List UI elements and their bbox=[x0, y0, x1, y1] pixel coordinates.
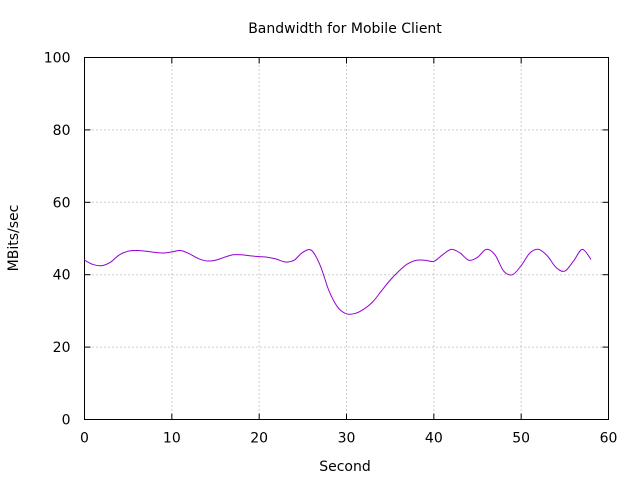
x-tick-label: 60 bbox=[600, 431, 618, 447]
x-tick-label: 20 bbox=[250, 431, 268, 447]
series-layer bbox=[84, 248, 592, 315]
bandwidth-series-line bbox=[84, 248, 592, 315]
x-tick-label: 0 bbox=[80, 431, 89, 447]
y-axis-label: MBits/sec bbox=[6, 205, 22, 272]
x-tick-label: 30 bbox=[338, 431, 356, 447]
grid-lines bbox=[84, 57, 609, 420]
x-tick-label: 10 bbox=[163, 431, 181, 447]
y-tick-label: 20 bbox=[53, 340, 71, 356]
y-axis-tick-labels: 0 20 40 60 80 100 bbox=[44, 51, 71, 429]
axis-ticks bbox=[84, 57, 609, 420]
y-tick-label: 80 bbox=[53, 123, 71, 139]
chart-title: Bandwidth for Mobile Client bbox=[248, 21, 442, 37]
x-tick-label: 50 bbox=[512, 431, 530, 447]
x-axis-label: Second bbox=[319, 459, 371, 475]
y-tick-label: 60 bbox=[53, 195, 71, 211]
y-tick-label: 40 bbox=[53, 268, 71, 284]
x-tick-label: 40 bbox=[425, 431, 443, 447]
y-tick-label: 100 bbox=[44, 51, 71, 67]
x-axis-tick-labels: 0 10 20 30 40 50 60 bbox=[80, 431, 617, 447]
y-tick-label: 0 bbox=[62, 413, 71, 429]
